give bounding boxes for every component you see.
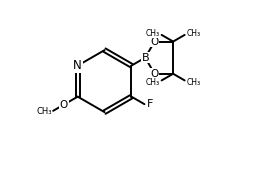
Text: F: F xyxy=(147,99,153,109)
Text: CH₃: CH₃ xyxy=(146,29,160,38)
Text: O: O xyxy=(150,69,159,79)
Text: CH₃: CH₃ xyxy=(186,78,200,87)
Text: CH₃: CH₃ xyxy=(186,29,200,38)
Text: N: N xyxy=(73,59,82,72)
Text: CH₃: CH₃ xyxy=(36,107,52,116)
Text: O: O xyxy=(150,37,159,47)
Text: CH₃: CH₃ xyxy=(146,78,160,87)
Text: B: B xyxy=(141,53,149,63)
Text: O: O xyxy=(60,100,68,110)
